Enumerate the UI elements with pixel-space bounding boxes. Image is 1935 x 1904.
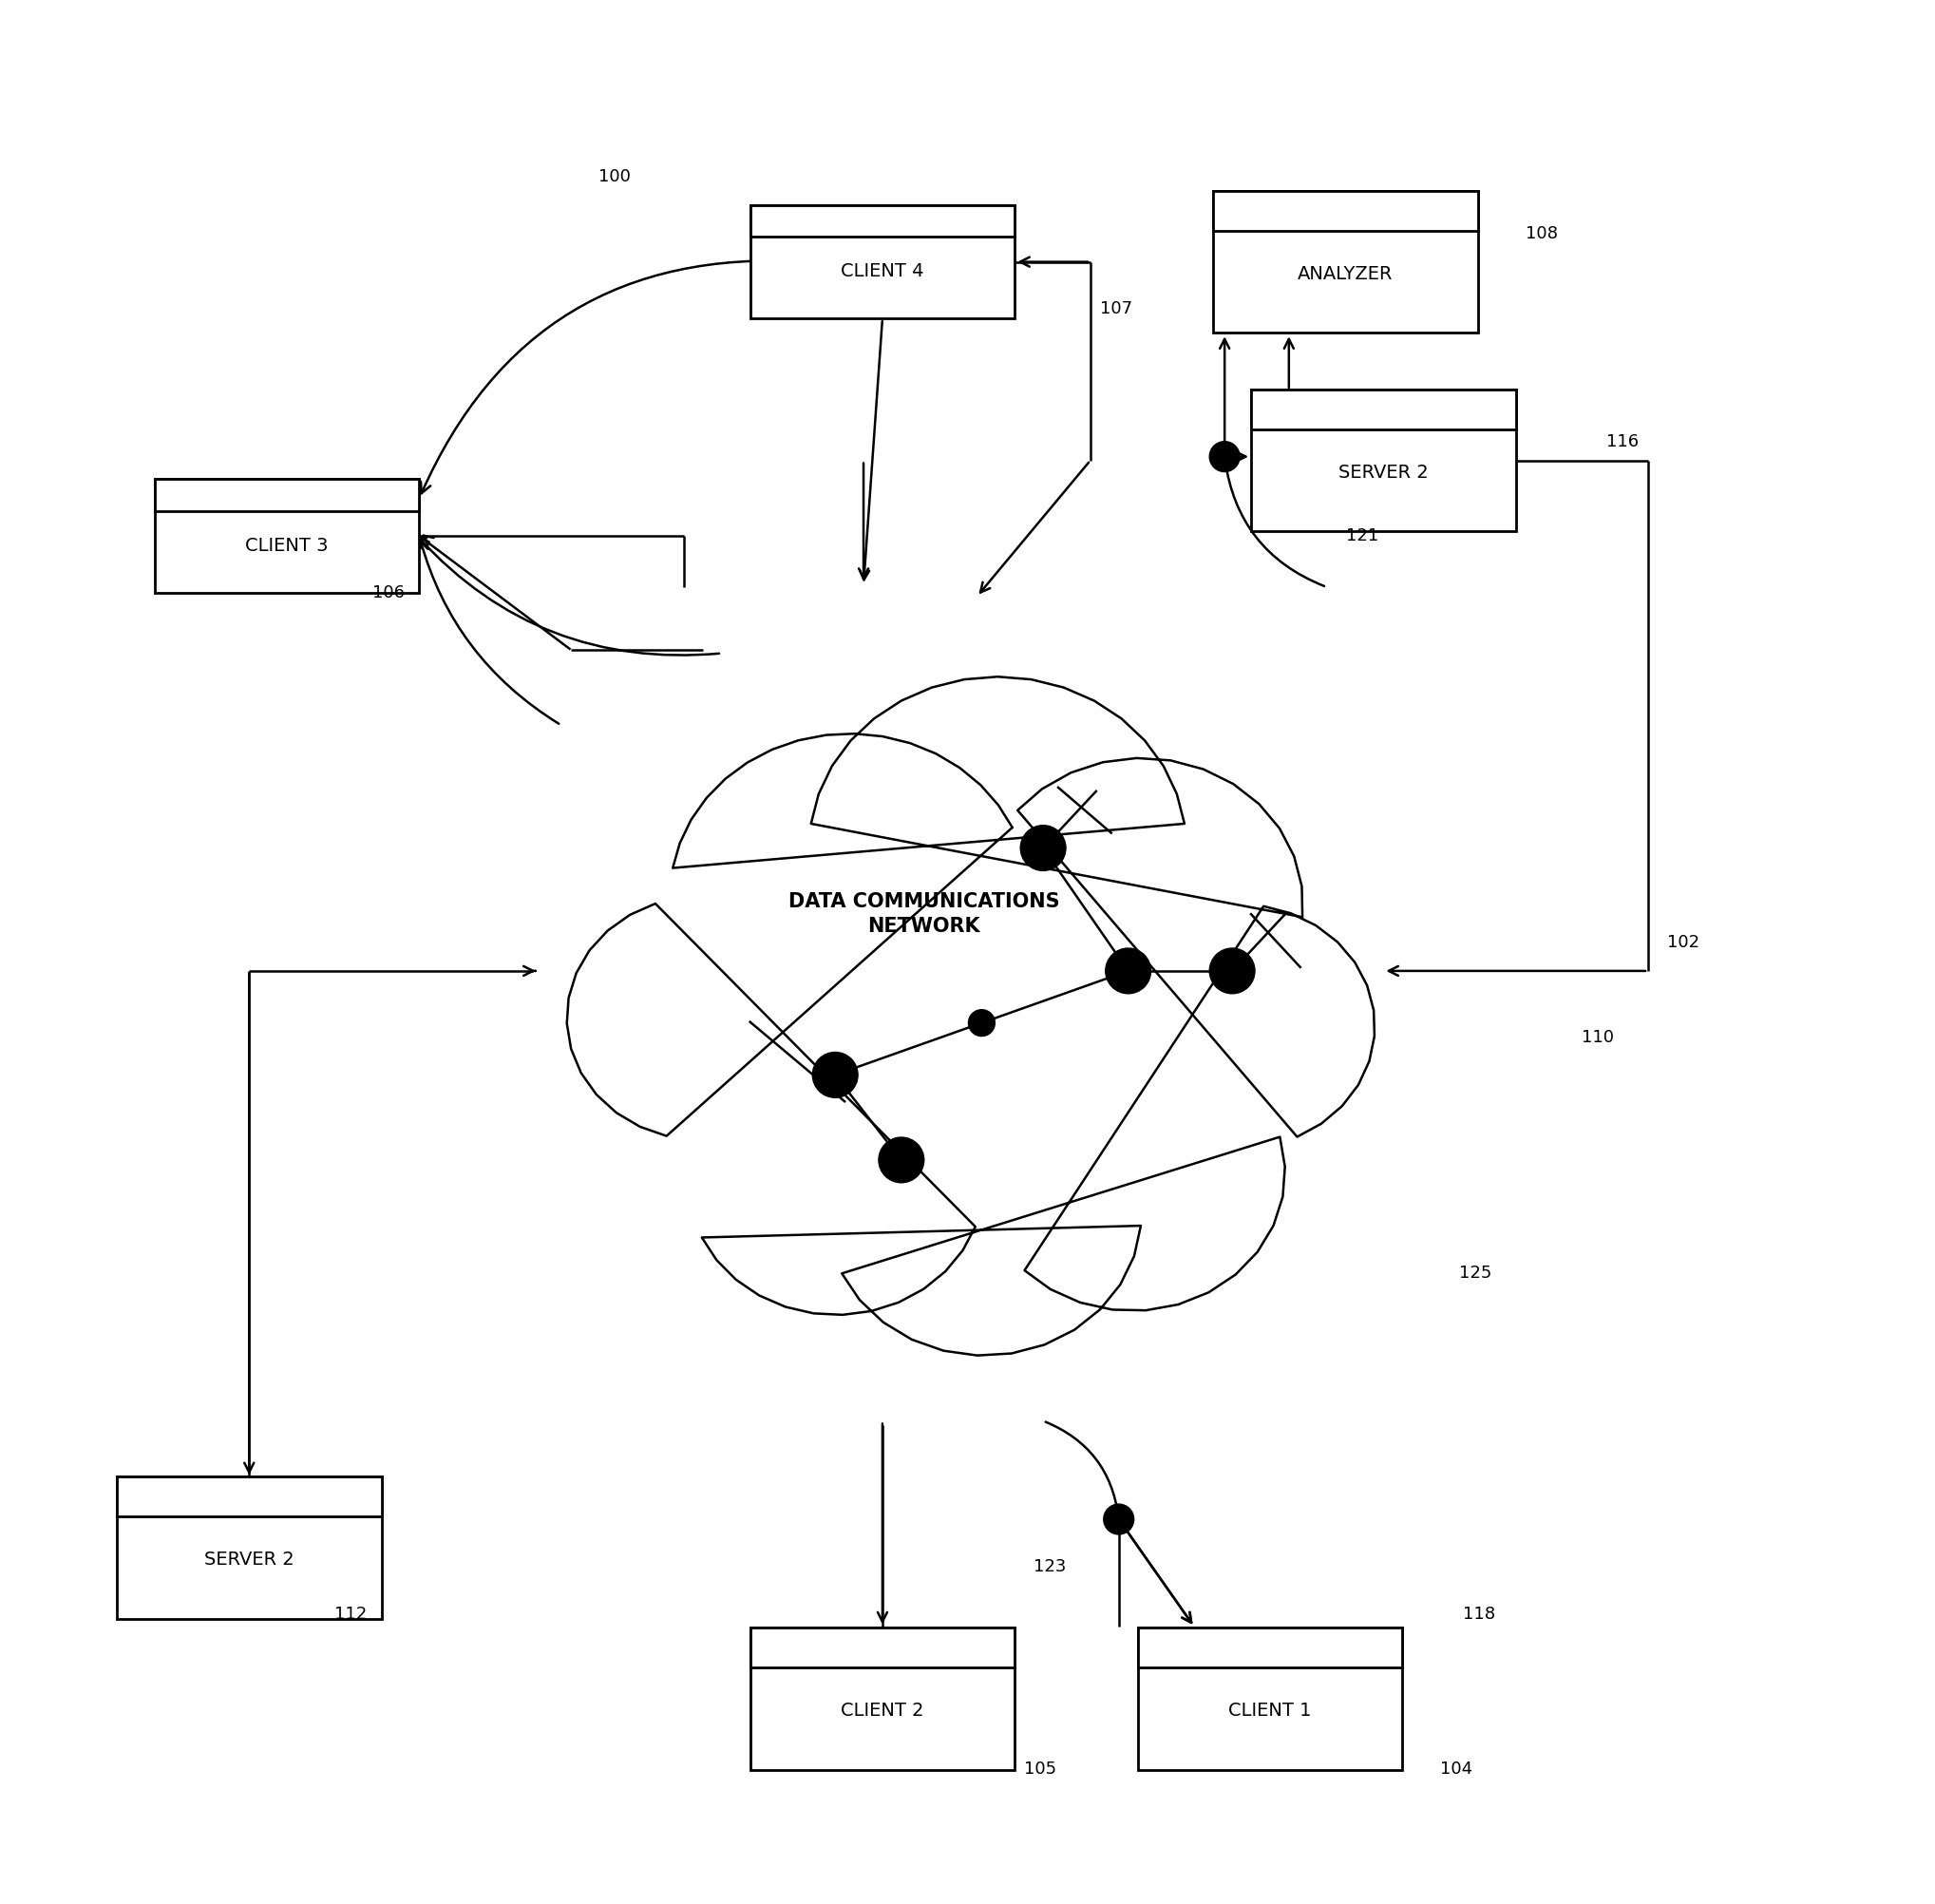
Text: 123: 123	[1033, 1557, 1066, 1575]
Bar	[1138, 1628, 1403, 1668]
Bar	[1252, 390, 1515, 531]
Bar	[155, 480, 420, 510]
Text: DATA COMMUNICATIONS
NETWORK: DATA COMMUNICATIONS NETWORK	[788, 893, 1060, 937]
Text: 105: 105	[1024, 1761, 1057, 1776]
Text: CLIENT 3: CLIENT 3	[246, 537, 329, 554]
Circle shape	[968, 1009, 995, 1036]
Bar	[155, 480, 420, 592]
Circle shape	[1209, 442, 1240, 472]
Text: SERVER 2: SERVER 2	[1339, 463, 1428, 482]
Text: 125: 125	[1459, 1264, 1492, 1281]
Text: 107: 107	[1099, 301, 1132, 318]
Text: 106: 106	[372, 585, 404, 602]
Bar	[116, 1478, 381, 1516]
Bar	[751, 206, 1014, 236]
Bar	[1138, 1628, 1403, 1771]
Text: 116: 116	[1606, 432, 1639, 449]
FancyArrowPatch shape	[418, 541, 559, 724]
Bar	[1213, 190, 1478, 230]
Bar	[751, 206, 1014, 318]
Circle shape	[1209, 948, 1256, 994]
Text: CLIENT 1: CLIENT 1	[1229, 1702, 1312, 1719]
Text: CLIENT 2: CLIENT 2	[842, 1702, 925, 1719]
Circle shape	[878, 1137, 925, 1182]
Text: SERVER 2: SERVER 2	[203, 1550, 294, 1569]
Text: CLIENT 4: CLIENT 4	[842, 263, 925, 280]
Bar	[751, 1628, 1014, 1668]
Bar	[116, 1478, 381, 1618]
Circle shape	[1020, 824, 1066, 870]
Text: 102: 102	[1666, 935, 1699, 952]
Bar	[751, 1628, 1014, 1771]
Text: 100: 100	[598, 168, 631, 185]
Text: 108: 108	[1525, 225, 1558, 242]
Text: 104: 104	[1440, 1761, 1473, 1776]
Bar	[1213, 190, 1478, 333]
FancyArrowPatch shape	[420, 261, 805, 493]
Circle shape	[1105, 948, 1151, 994]
Polygon shape	[567, 676, 1374, 1356]
Text: ANALYZER: ANALYZER	[1298, 265, 1393, 284]
Circle shape	[813, 1053, 857, 1097]
Text: 121: 121	[1345, 527, 1378, 545]
Text: 110: 110	[1583, 1028, 1614, 1045]
Bar	[1252, 390, 1515, 428]
Text: 112: 112	[335, 1605, 368, 1622]
Text: 118: 118	[1463, 1605, 1496, 1622]
Circle shape	[1103, 1504, 1134, 1535]
